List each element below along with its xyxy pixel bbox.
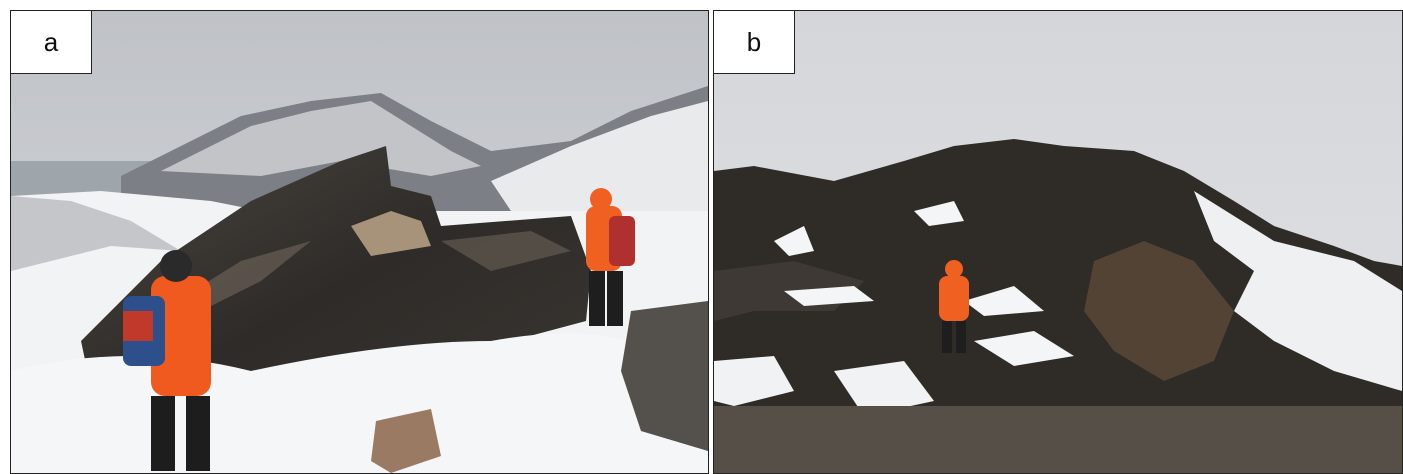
photo-panel-b: b xyxy=(713,10,1403,474)
photo-a-illustration xyxy=(11,11,708,473)
photo-panel-a: a xyxy=(10,10,709,474)
photo-b-illustration xyxy=(714,11,1402,473)
panel-label-a: a xyxy=(11,11,92,74)
panel-label-b: b xyxy=(714,11,795,74)
